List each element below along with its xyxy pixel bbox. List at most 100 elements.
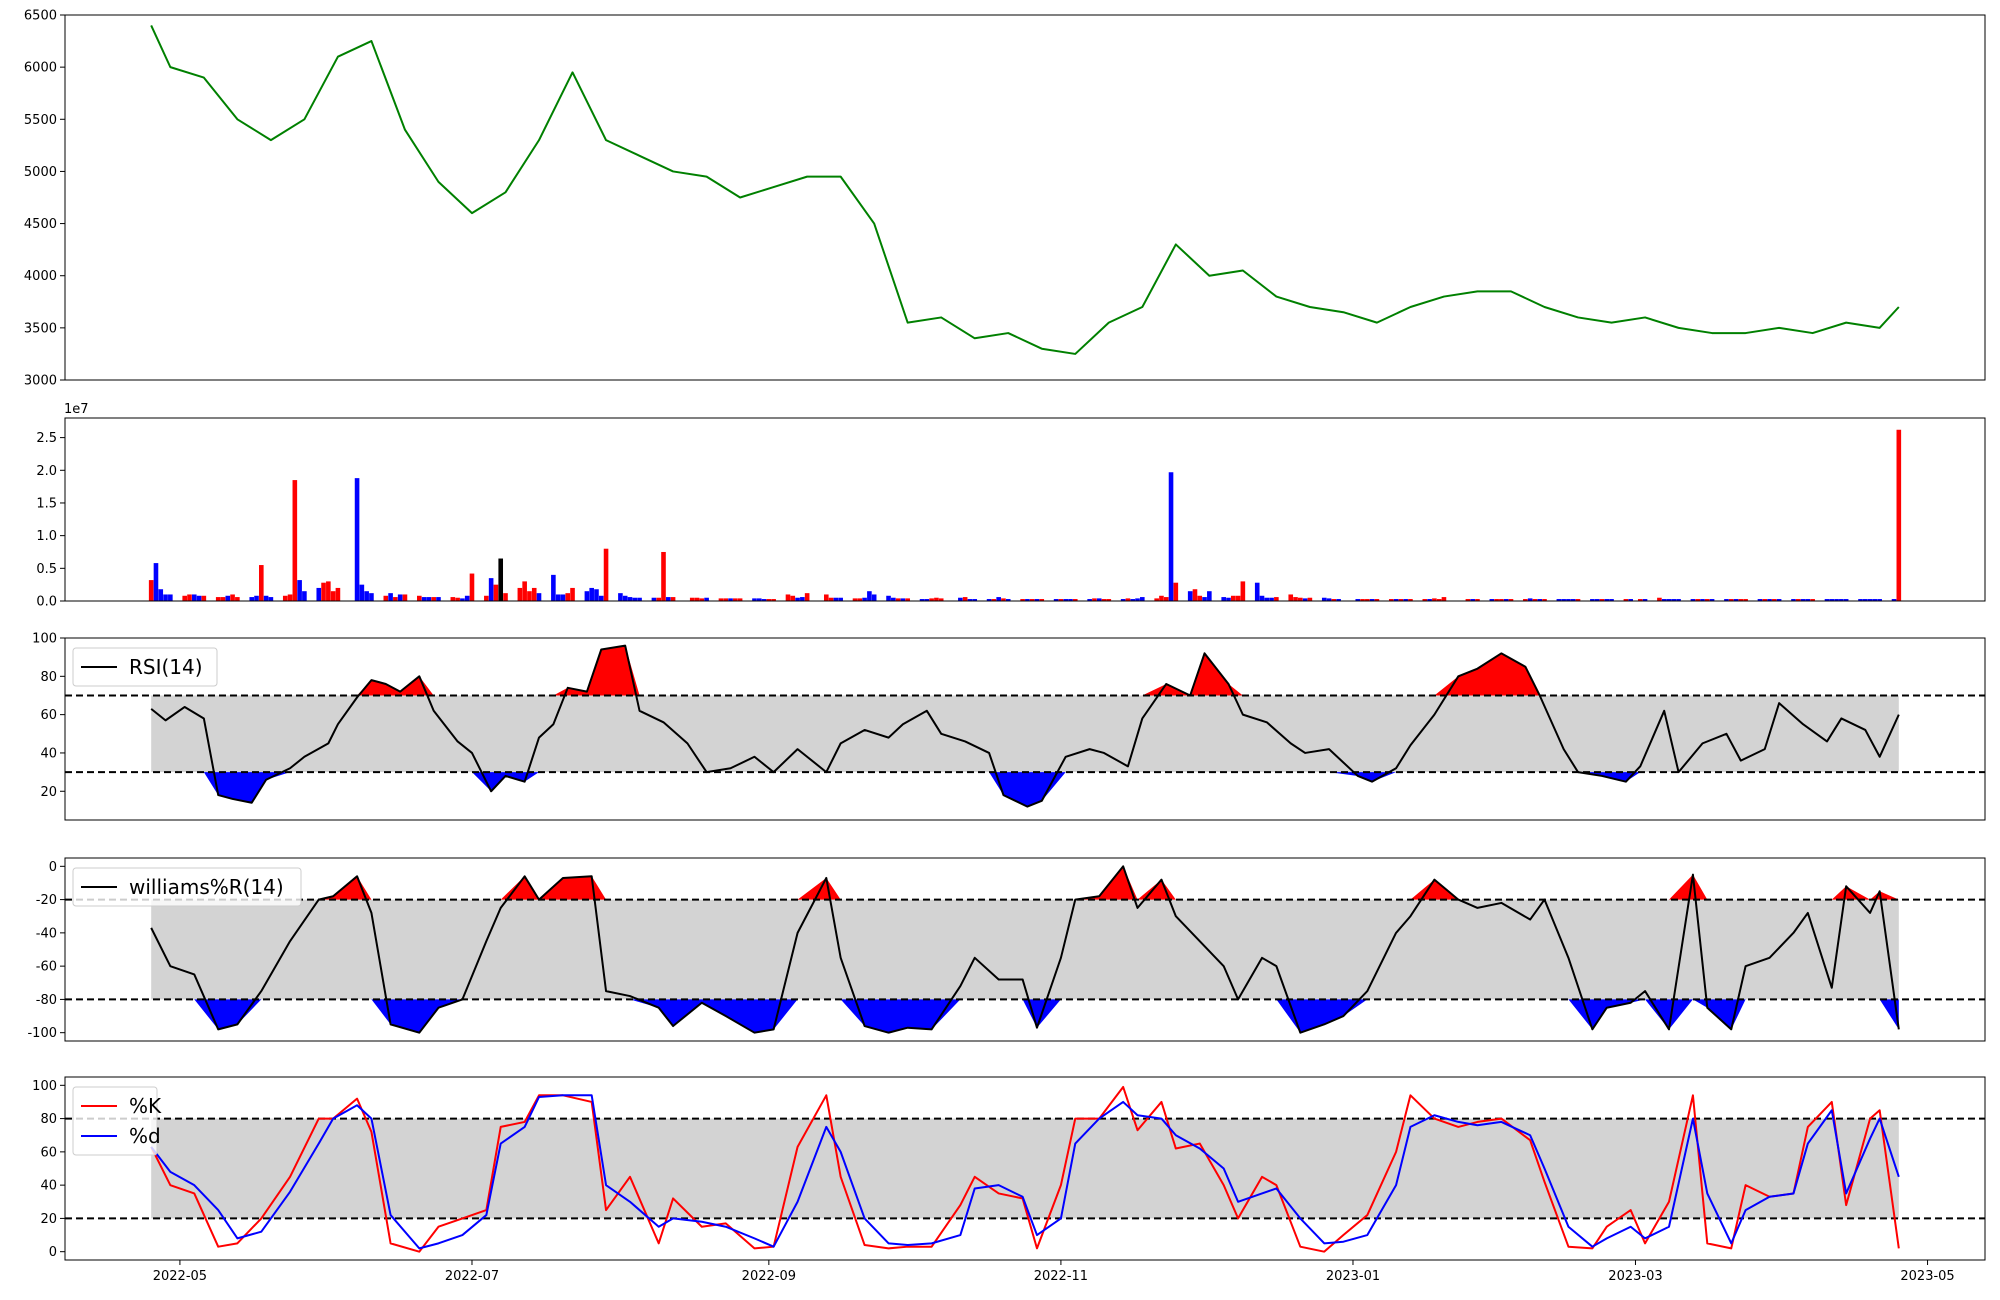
- volume-bar: [397, 594, 403, 601]
- volume-bar: [488, 578, 494, 602]
- volume-bar: [1025, 599, 1030, 601]
- volume-bar: [259, 565, 264, 601]
- rsi-ytick-label: 20: [40, 785, 57, 800]
- stochastic-ytick-label: 0: [49, 1245, 57, 1260]
- volume-bar: [531, 587, 537, 601]
- williams-oversold-fill: [151, 999, 1899, 1033]
- rsi-oversold-fill: [151, 772, 1899, 807]
- williams-frame: [64, 857, 1986, 1042]
- price-ytick-label: 5000: [24, 165, 57, 180]
- price-ytick-label: 3000: [24, 374, 57, 389]
- volume-bar: [1824, 599, 1830, 601]
- volume-bar: [1628, 599, 1633, 601]
- volume-bar: [1743, 599, 1748, 601]
- volume-bar: [1374, 599, 1380, 601]
- stochastic-legend-label: %K: [129, 1094, 162, 1118]
- volume-bar: [1192, 589, 1198, 601]
- volume-bar: [1671, 599, 1677, 601]
- volume-bar: [804, 593, 810, 601]
- volume-bar: [460, 598, 465, 601]
- volume-bar: [886, 595, 891, 601]
- volume-bar: [182, 595, 187, 601]
- volume-bar: [1609, 599, 1614, 601]
- volume-bar: [1365, 599, 1370, 601]
- volume-bar: [148, 580, 154, 601]
- price-series-line: [150, 25, 1900, 355]
- volume-bar: [1120, 599, 1126, 601]
- volume-bar: [1360, 599, 1365, 601]
- volume-bar: [287, 594, 293, 601]
- volume-bar: [1254, 582, 1260, 601]
- volume-bar: [187, 594, 192, 601]
- volume-bar: [622, 595, 628, 601]
- volume-bar: [661, 551, 666, 601]
- price-ytick-label: 4500: [24, 217, 57, 232]
- volume-bar: [1795, 599, 1801, 601]
- volume-bar: [1302, 598, 1308, 601]
- x-tick-label: 2023-03: [1608, 1269, 1662, 1284]
- volume-bar: [1427, 599, 1432, 601]
- volume-bar: [450, 597, 456, 601]
- volume-bar: [330, 591, 336, 601]
- volume-ytick-label: 0.5: [36, 562, 57, 577]
- volume-bar: [201, 595, 207, 601]
- volume-bar: [929, 598, 934, 601]
- volume-bar: [1872, 599, 1878, 601]
- volume-bar: [1834, 599, 1839, 601]
- rsi-frame: [64, 637, 1986, 821]
- volume-bar: [1240, 581, 1246, 601]
- volume-bar: [1230, 595, 1236, 601]
- volume-bar: [1307, 597, 1313, 601]
- rsi-ytick-label: 40: [40, 746, 57, 761]
- x-tick-label: 2023-01: [1326, 1269, 1380, 1284]
- price-frame: [64, 14, 1986, 381]
- volume-bar: [824, 594, 829, 601]
- volume-exponent-label: 1e7: [64, 402, 89, 417]
- volume-bar: [1422, 599, 1428, 601]
- volume-ytick-label: 2.5: [36, 431, 57, 446]
- williams-ytick-label: -60: [36, 960, 57, 975]
- x-tick-label: 2022-05: [153, 1269, 207, 1284]
- volume-bar: [766, 599, 772, 601]
- volume-bar: [828, 597, 834, 601]
- volume-bar: [1393, 599, 1399, 601]
- volume-bar: [1005, 599, 1011, 601]
- volume-bar: [168, 594, 173, 601]
- williams-ytick-label: -40: [36, 926, 57, 941]
- volume-bar: [1503, 599, 1509, 601]
- volume-bar: [1293, 597, 1298, 601]
- williams-ytick-label: -80: [36, 993, 57, 1008]
- volume-bar: [225, 595, 231, 601]
- volume-bar: [1762, 599, 1768, 601]
- volume-bar: [191, 594, 197, 601]
- volume-bar: [249, 597, 255, 601]
- volume-bar: [627, 597, 633, 601]
- volume-bar: [503, 593, 508, 601]
- volume-bar: [1398, 599, 1404, 601]
- volume-bar: [972, 599, 978, 601]
- volume-bar: [1661, 599, 1667, 601]
- volume-bar: [924, 599, 930, 601]
- volume-panel: 1e7 0.0 0.5 1.0 1.5 2.0 2.5: [36, 402, 1986, 610]
- volume-bar: [1336, 599, 1341, 601]
- volume-bar: [565, 593, 571, 601]
- volume-bar: [220, 597, 226, 601]
- volume-bar: [1757, 599, 1763, 601]
- volume-bar: [263, 595, 269, 601]
- volume-bar: [728, 598, 733, 601]
- volume-bar: [560, 594, 566, 601]
- volume-bar: [364, 591, 369, 601]
- volume-bar: [1125, 598, 1131, 601]
- volume-bar: [1288, 594, 1294, 601]
- volume-bar: [589, 587, 594, 601]
- volume-bar: [1527, 598, 1533, 601]
- volume-bar: [1570, 599, 1576, 601]
- volume-bar: [996, 597, 1001, 601]
- williams-legend-label: williams%R(14): [129, 875, 284, 899]
- volume-bar: [1168, 472, 1174, 601]
- volume-bar: [1321, 597, 1327, 601]
- volume-bar: [1432, 598, 1437, 601]
- volume-bar: [1877, 599, 1882, 601]
